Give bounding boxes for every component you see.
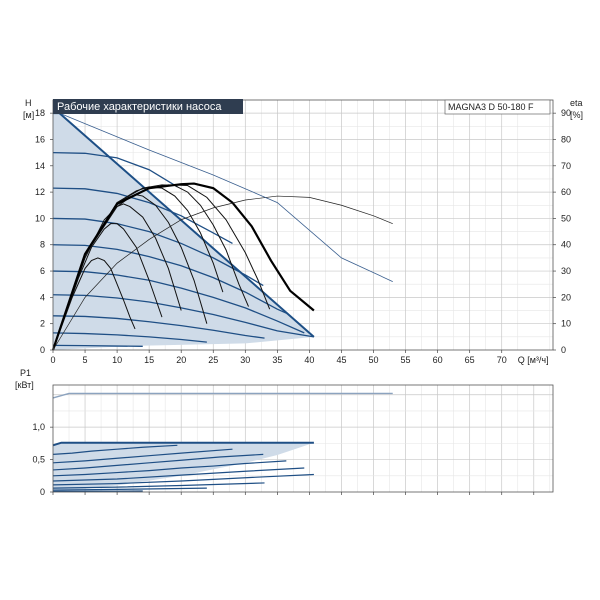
y-tick-label: 4 [40,292,45,302]
x-tick-label: 30 [240,355,250,365]
pump-curve-line [52,151,178,188]
y2-tick-label: 50 [561,213,571,223]
y-tick-label: 16 [35,134,45,144]
y2-tick-label: 10 [561,319,571,329]
pump-curve-line [52,187,233,244]
pump-curve-line [52,270,305,334]
y-tick-label: 0 [40,345,45,355]
y2-tick-label: 0 [561,345,566,355]
pump-curve-line [52,244,287,314]
chart-title-box [53,99,243,114]
model-box [444,99,551,115]
y2-tick-label: 60 [561,187,571,197]
x-tick-label: 0 [50,355,55,365]
y-tick-label: 10 [35,213,45,223]
y-tick-label: 2 [40,319,45,329]
power-curve-line [52,453,264,471]
eta-diagonal-line [59,112,393,282]
power-y-tick-label: 0 [40,487,45,497]
power-y-axis-unit: [кВт] [15,380,34,390]
power-panel: 0 0,5 1,0 P1 [кВт] [15,368,554,497]
power-curve-line [52,460,287,477]
y-tick-label: 6 [40,266,45,276]
y2-axis-unit: [%] [570,110,583,120]
pump-curve-line [52,332,207,343]
power-curve-line [52,482,265,489]
power-curve-line [52,467,305,482]
power-curve-line [52,473,314,486]
x-tick-label: 35 [272,355,282,365]
x-tick-label: 5 [83,355,88,365]
power-axes-frame [52,384,554,493]
pump-curve-line [52,344,143,347]
pump-curve-line [52,294,315,338]
x-tick-label: 60 [433,355,443,365]
y-tick-label: 8 [40,240,45,250]
chart-title: Рабочие характеристики насоса [57,101,222,113]
power-curve-line [52,441,314,447]
y-tick-label: 14 [35,161,45,171]
efficiency-max-curve-line [51,182,315,351]
y2-axis-label: eta [570,98,583,108]
pump-curve-line [52,217,264,287]
power-max-curve-line [52,392,393,399]
x-tick-label: 70 [497,355,507,365]
y-tick-label: 18 [35,108,45,118]
x-tick-label: 55 [401,355,411,365]
power-curve-line [52,448,233,464]
x-tick-label: 10 [112,355,122,365]
x-tick-label: 15 [144,355,154,365]
x-tick-label: 50 [369,355,379,365]
x-tick-label: 20 [176,355,186,365]
efficiency-curve-line [52,257,136,351]
efficiency-curve-line [52,194,208,351]
power-y-axis-label: P1 [20,368,31,378]
x-tick-label: 65 [465,355,475,365]
power-curve-line [52,487,207,491]
y2-tick-label: 70 [561,161,571,171]
y-axis-unit: [м] [23,110,34,120]
y2-tick-label: 80 [561,134,571,144]
model-label: MAGNA3 D 50-180 F [448,102,534,112]
y2-tick-label: 20 [561,292,571,302]
efficiency-curve-line [52,223,163,351]
head-panel: 0 5 10 15 20 25 30 35 40 45 50 55 60 65 70 Q [м³/ч]0246… [23,98,583,365]
y2-tick-label: 90 [561,108,571,118]
power-y-tick-label: 0,5 [32,455,45,465]
power-curve-line [52,444,178,455]
y-tick-label: 12 [35,187,45,197]
x-tick-label: 40 [304,355,314,365]
y-axis-label: H [25,98,32,108]
y2-tick-label: 30 [561,266,571,276]
eta-curve-line [52,195,393,351]
power-y-tick-label: 1,0 [32,422,45,432]
pump-curve-line [52,315,265,339]
x-axis-label: Q [м³/ч] [518,355,549,365]
x-tick-label: 45 [336,355,346,365]
x-tick-label: 25 [208,355,218,365]
y2-tick-label: 40 [561,240,571,250]
head-envelope-area [53,113,314,350]
head-axes-frame [52,99,554,351]
